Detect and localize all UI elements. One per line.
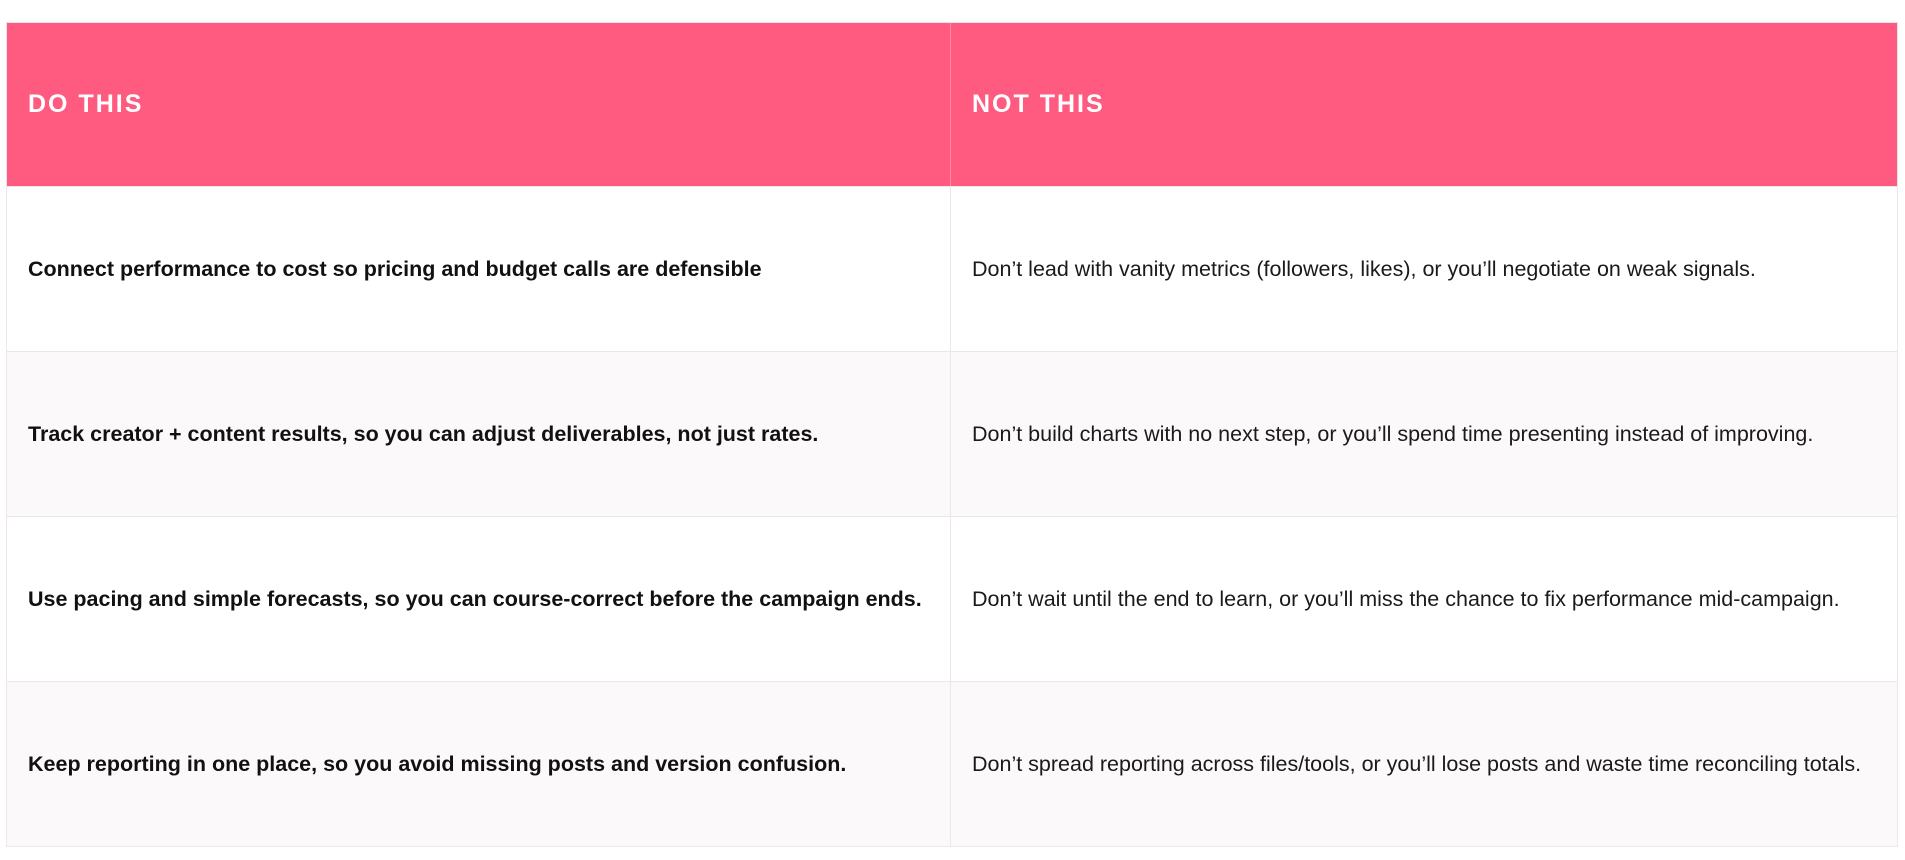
not-cell: Don’t spread reporting across files/tool… [972, 752, 1862, 776]
not-cell: Don’t build charts with no next step, or… [972, 422, 1814, 446]
table-row: Connect performance to cost so pricing a… [7, 187, 1897, 352]
do-not-table: DO THIS NOT THIS Connect performance to … [6, 22, 1898, 847]
header-not-this: NOT THIS [972, 90, 1105, 118]
table-row: Track creator + content results, so you … [7, 352, 1897, 517]
table-header-row: DO THIS NOT THIS [7, 23, 1897, 187]
do-cell: Keep reporting in one place, so you avoi… [7, 682, 951, 846]
not-cell: Don’t lead with vanity metrics (follower… [972, 257, 1756, 281]
table-row: Keep reporting in one place, so you avoi… [7, 682, 1897, 846]
not-cell: Don’t wait until the end to learn, or yo… [972, 587, 1840, 611]
do-cell: Track creator + content results, so you … [7, 352, 951, 516]
table-row: Use pacing and simple forecasts, so you … [7, 517, 1897, 682]
do-cell: Use pacing and simple forecasts, so you … [7, 517, 951, 681]
do-cell: Connect performance to cost so pricing a… [7, 187, 951, 351]
header-do-this: DO THIS [7, 23, 951, 186]
